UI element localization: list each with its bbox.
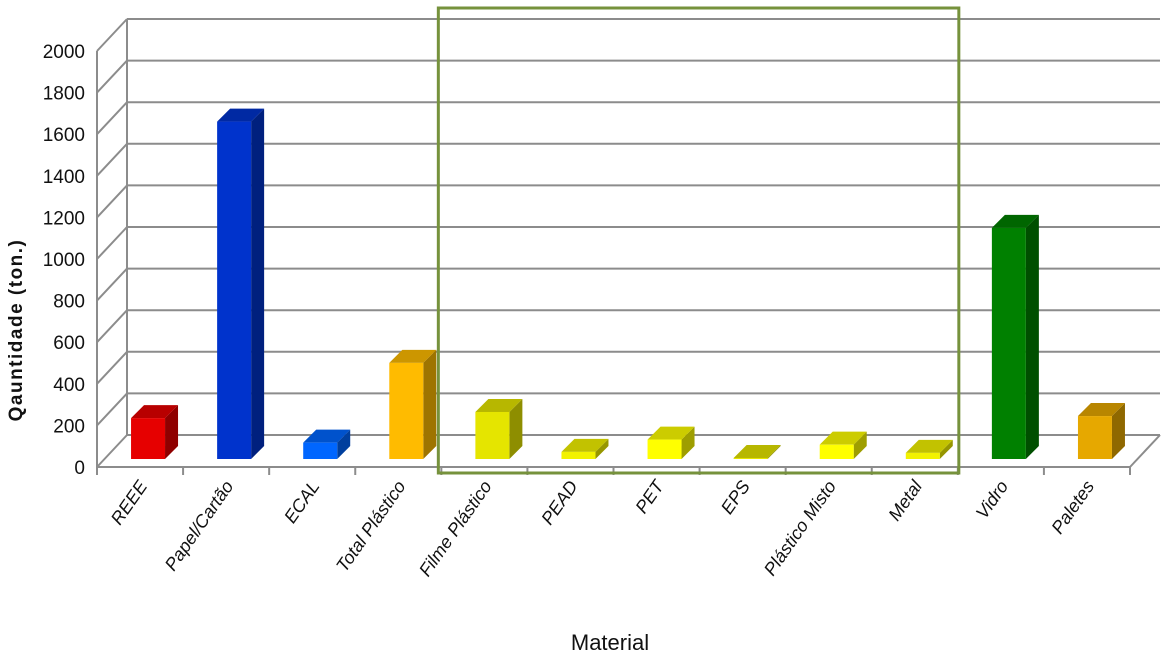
bar-front	[561, 451, 596, 459]
bar-top	[217, 108, 265, 122]
bar-side	[853, 431, 867, 459]
gridline-side	[96, 143, 128, 177]
x-tick-label: Filme Plástico	[415, 477, 496, 580]
bar-top	[647, 426, 695, 440]
x-tick-label: PET	[631, 475, 669, 517]
bar-front	[389, 362, 424, 459]
gridline-side	[96, 309, 128, 343]
floor-right-edge	[1129, 434, 1161, 468]
y-tick-label: 400	[53, 375, 85, 396]
bar	[733, 444, 781, 459]
bar-side	[939, 439, 953, 459]
y-tick-label: 2000	[43, 42, 85, 63]
bar-top	[905, 439, 953, 453]
x-tick-label: Total Plástico	[332, 477, 409, 576]
bar	[131, 405, 179, 459]
x-tick-label: EPS	[717, 477, 754, 518]
y-tick-label: 1200	[43, 208, 85, 229]
bar-side	[767, 444, 781, 459]
bar-side	[1025, 214, 1039, 459]
bars	[131, 108, 1125, 459]
bar-top	[561, 438, 609, 452]
bar	[1077, 403, 1125, 459]
bar	[389, 349, 437, 459]
y-tick-label: 1800	[43, 84, 85, 105]
bar-side	[251, 108, 265, 459]
bar-front	[733, 457, 768, 459]
y-tick-label: 1000	[43, 250, 85, 271]
bar-top	[389, 349, 437, 363]
highlight-box	[436, 6, 961, 475]
x-tick-label: Plástico Misto	[760, 477, 840, 579]
y-tick-label: 1400	[43, 167, 85, 188]
bar	[991, 214, 1039, 459]
gridline-side	[96, 59, 128, 94]
bar-top	[1077, 403, 1125, 417]
x-tick-label: REEE	[107, 476, 152, 528]
bar-top	[991, 214, 1039, 228]
bar	[819, 431, 867, 459]
grid	[96, 18, 1161, 468]
bar-side	[595, 438, 609, 459]
x-tick-label: Papel/Cartão	[161, 477, 238, 575]
bar-top	[819, 431, 867, 445]
bar-front	[303, 442, 338, 459]
bar-side	[423, 349, 437, 459]
y-tick-label: 200	[53, 416, 85, 437]
bar	[303, 429, 351, 459]
bar	[905, 439, 953, 459]
bar-side	[337, 429, 351, 459]
bar-top	[303, 429, 351, 443]
bar-top	[733, 444, 781, 458]
bar-side	[165, 405, 179, 459]
bar	[561, 438, 609, 459]
x-tick-label: Paletes	[1047, 477, 1098, 538]
gridline-side	[96, 101, 128, 135]
bar-side	[509, 398, 523, 459]
y-tick-label: 0	[74, 458, 85, 479]
y-axis-label: Qauntidade (ton.)	[6, 239, 27, 422]
x-tick-label: ECAL	[280, 477, 323, 527]
gridline-side	[96, 392, 128, 427]
bar-front	[1077, 416, 1112, 459]
bar	[217, 108, 265, 459]
bar-front	[647, 439, 682, 459]
gridline-side	[96, 226, 128, 260]
y-axis-ticks: 0 200 400 600 800 1000 1200 1400 1600 1800 2000	[43, 42, 85, 479]
bar	[647, 426, 695, 459]
x-tick-label: Metal	[884, 476, 926, 524]
y-tick-label: 1600	[43, 125, 85, 146]
bar-front	[475, 411, 510, 459]
bar-front	[131, 418, 166, 459]
bar-top	[475, 398, 523, 412]
bar-side	[681, 426, 695, 459]
bar-front	[217, 121, 252, 459]
gridline-side	[96, 184, 128, 219]
gridline-side	[96, 267, 128, 302]
bar-front	[991, 227, 1026, 459]
bar-front	[819, 444, 854, 459]
x-axis-ticks: REEE Papel/Cartão ECAL Total Plástico Filme …	[96, 467, 1131, 580]
x-axis-label: Material	[571, 630, 649, 655]
x-tick-label: Vidro	[972, 477, 1012, 523]
gridline-side	[96, 351, 128, 385]
gridline-side	[96, 18, 128, 52]
bar-top	[131, 405, 179, 419]
bar	[475, 398, 523, 459]
bar-side	[1111, 403, 1125, 459]
x-tick-label: PEAD	[537, 477, 582, 529]
gridline-side	[96, 434, 128, 468]
y-tick-label: 800	[53, 292, 85, 313]
bar-front	[905, 452, 940, 459]
y-tick-label: 600	[53, 333, 85, 354]
